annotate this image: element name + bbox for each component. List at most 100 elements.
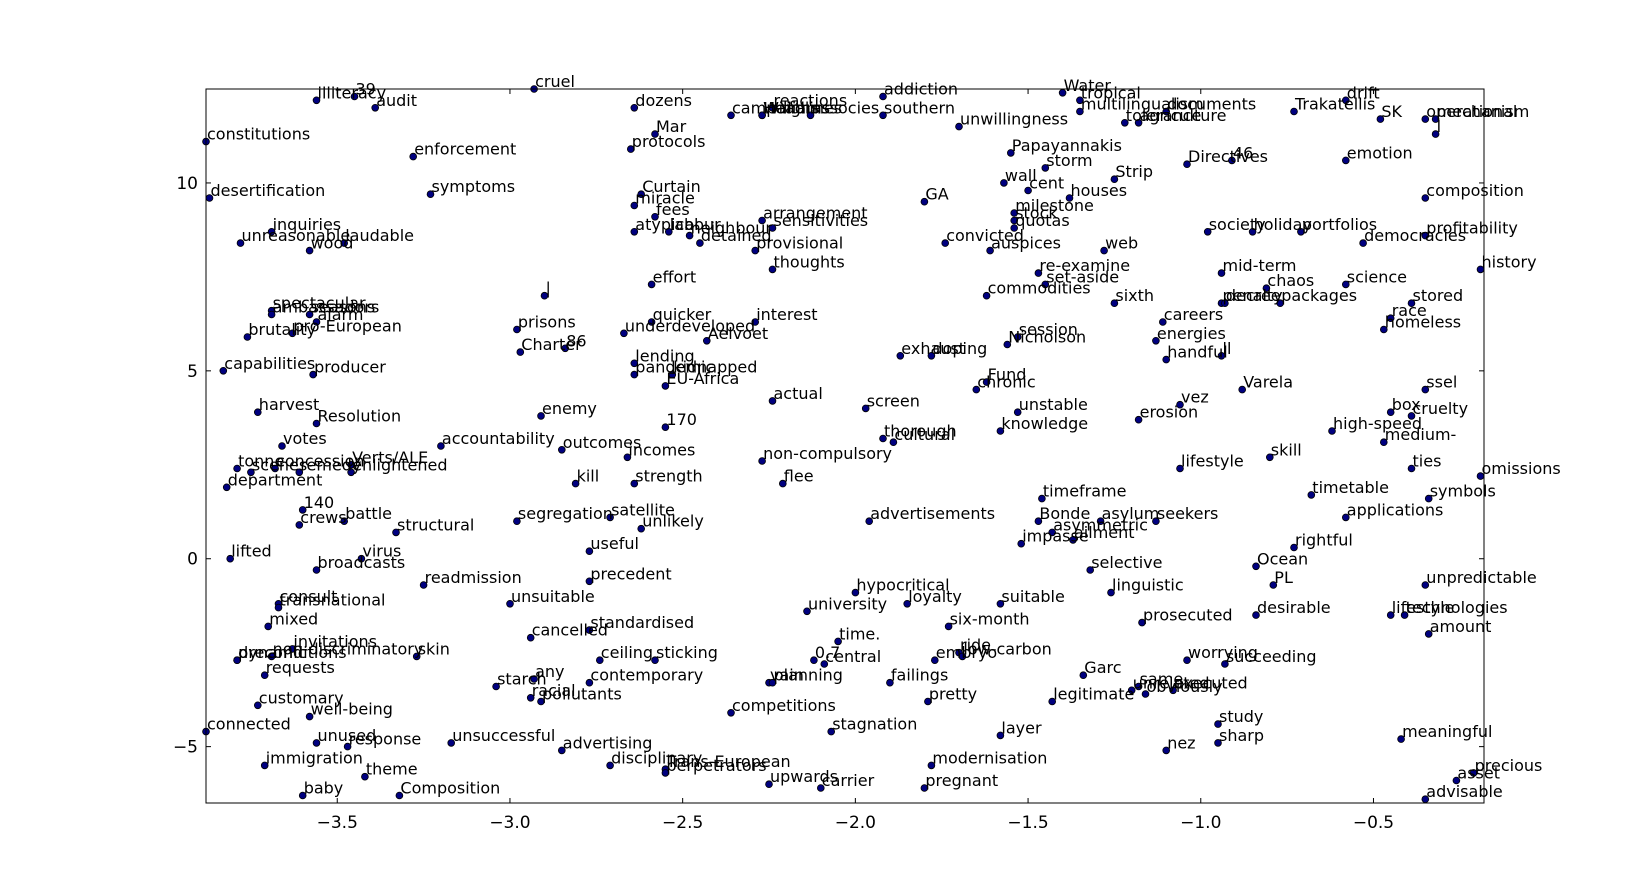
data-point xyxy=(267,228,276,236)
point-label: harvest xyxy=(259,395,319,414)
data-point xyxy=(1380,325,1388,334)
data-point xyxy=(1214,739,1222,747)
point-label: legitimate xyxy=(1053,685,1134,704)
data-point xyxy=(1252,611,1260,619)
point-label: drift xyxy=(1347,83,1380,102)
data-point xyxy=(1228,156,1236,165)
data-point xyxy=(758,216,766,225)
point-label: reactions xyxy=(774,91,848,110)
data-point xyxy=(585,678,594,687)
data-point xyxy=(530,675,538,683)
data-point xyxy=(557,445,566,454)
data-point xyxy=(865,517,873,525)
point-label: thorough xyxy=(884,422,957,441)
data-point xyxy=(1176,464,1184,473)
point-label: session xyxy=(1019,320,1078,339)
data-point xyxy=(778,479,787,488)
data-point xyxy=(1134,415,1143,424)
point-label: storm xyxy=(1046,151,1092,170)
data-point xyxy=(1452,776,1461,785)
data-point xyxy=(768,104,777,112)
data-point xyxy=(768,265,777,274)
data-point xyxy=(557,746,566,755)
data-point xyxy=(1006,149,1015,157)
point-label: pregnant xyxy=(925,771,998,790)
data-point xyxy=(1152,336,1160,345)
point-label: sensitivities xyxy=(774,211,869,230)
data-point xyxy=(727,708,735,717)
data-point xyxy=(1407,464,1416,473)
point-label: handful xyxy=(1167,343,1227,362)
point-label: cruel xyxy=(535,72,575,91)
x-axis-ticks: −3.5 −3.0 −2.5 −2.0 −1.5 −1.0 −0.5 xyxy=(317,89,1394,833)
point-label: 0.7 xyxy=(815,643,840,662)
data-point xyxy=(820,660,829,668)
data-point xyxy=(1017,539,1025,548)
point-label: technologies xyxy=(1406,598,1508,617)
data-point xyxy=(585,577,594,586)
point-label: Mar xyxy=(656,117,687,136)
point-label: knowledge xyxy=(1001,414,1088,433)
data-point xyxy=(630,370,639,379)
data-point xyxy=(702,336,711,345)
data-point xyxy=(768,397,777,405)
point-label: competitions xyxy=(732,696,836,715)
point-label: unlikely xyxy=(642,512,704,531)
point-label: pretty xyxy=(929,685,977,704)
point-label: Curtain xyxy=(642,177,701,196)
point-label: transnational xyxy=(280,591,386,610)
point-label: precious xyxy=(1475,756,1543,775)
point-label: | xyxy=(546,279,551,298)
point-label: invitations xyxy=(293,632,377,651)
data-point xyxy=(623,453,632,462)
point-label: Fund xyxy=(988,365,1027,384)
point-label: six-month xyxy=(950,609,1030,628)
point-label: Headlines xyxy=(763,98,842,117)
data-point xyxy=(768,678,777,687)
data-point xyxy=(412,652,421,661)
point-label: cent xyxy=(1029,174,1064,193)
point-label: cancelled xyxy=(532,621,608,640)
data-point xyxy=(219,366,228,375)
data-point xyxy=(1183,160,1191,169)
data-point xyxy=(1217,351,1226,360)
point-label: neighbour xyxy=(691,219,773,238)
point-label: box xyxy=(1392,395,1421,414)
data-point xyxy=(1141,690,1150,698)
data-point xyxy=(944,622,953,631)
data-point xyxy=(309,370,317,379)
point-label: houses xyxy=(1071,181,1128,200)
data-point xyxy=(1138,618,1146,627)
data-point xyxy=(1000,179,1008,187)
data-point xyxy=(606,761,614,770)
point-label: response xyxy=(349,730,422,749)
point-label: high-speed xyxy=(1333,414,1422,433)
data-point xyxy=(996,731,1005,740)
data-point xyxy=(1421,385,1430,394)
data-point xyxy=(1386,408,1395,417)
data-point xyxy=(664,228,673,236)
point-label: tolerance xyxy=(1126,106,1202,125)
point-label: precedent xyxy=(590,564,671,583)
point-label: agriculture xyxy=(1140,106,1227,125)
data-point xyxy=(1176,400,1184,409)
point-label: capabilities xyxy=(224,354,315,373)
point-label: packages xyxy=(1281,286,1357,305)
point-label: carrier xyxy=(822,771,875,790)
data-point xyxy=(630,479,639,488)
data-point xyxy=(1252,562,1260,571)
point-label: layer xyxy=(1001,718,1042,737)
data-point xyxy=(1221,299,1229,308)
point-label: enforcement xyxy=(414,140,516,159)
data-point xyxy=(1152,517,1160,525)
point-label: Nicholson xyxy=(1008,328,1086,347)
data-point xyxy=(920,784,929,792)
point-label: documents xyxy=(1167,95,1256,114)
point-label: asylum xyxy=(1102,504,1160,523)
point-label: university xyxy=(808,594,887,613)
point-label: symptoms xyxy=(432,177,516,196)
data-point xyxy=(1096,517,1105,525)
point-label: tonne xyxy=(238,452,284,471)
data-point xyxy=(253,701,262,710)
